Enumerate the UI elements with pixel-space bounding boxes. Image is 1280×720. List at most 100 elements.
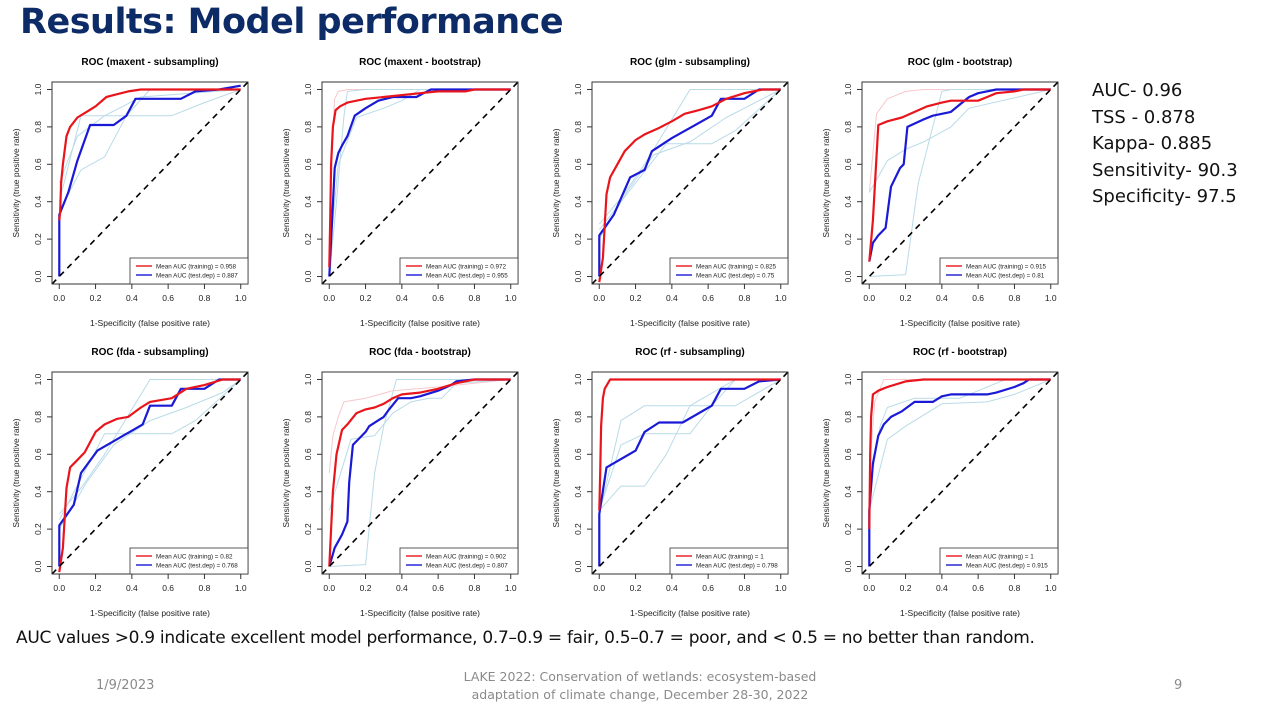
x-tick-label: 0.8 [1009, 293, 1021, 303]
legend-entry: Mean AUC (training) = 0.82 [156, 554, 233, 561]
chart-title: ROC (rf - bootstrap) [913, 347, 1007, 358]
x-tick-label: 0.4 [936, 583, 948, 593]
resample-roc-line [598, 89, 782, 231]
plot-frame [591, 371, 789, 575]
footer-conference-line-1: LAKE 2022: Conservation of wetlands: eco… [463, 669, 817, 684]
x-tick-label: 0.4 [396, 293, 408, 303]
y-axis-label: Sensitivity (true positive rate) [551, 418, 561, 527]
chart-legend: Mean AUC (training) = 0.915 Mean AUC (tes… [939, 257, 1059, 285]
legend-box [129, 257, 249, 285]
footer-conference-line-2: adaptation of climate change, December 2… [471, 687, 809, 702]
legend-entry: Mean AUC (training) = 1 [966, 554, 1034, 561]
x-tick-label: 0.2 [630, 293, 642, 303]
x-tick-label: 0.8 [199, 583, 211, 593]
x-tick-label: 0.4 [126, 293, 138, 303]
training-roc-line [58, 378, 241, 573]
chart-title: ROC (glm - bootstrap) [908, 57, 1012, 68]
y-tick-label: 0.2 [33, 523, 43, 535]
slide-title: Results: Model performance [20, 2, 564, 42]
test-roc-line [868, 88, 1051, 262]
legend-entry: Mean AUC (training) = 0.958 [156, 264, 236, 271]
random-diagonal-line [861, 371, 1059, 575]
x-axis-label: 1-Specificity (false positive rate) [360, 608, 480, 618]
resample-roc-line [598, 379, 781, 511]
y-tick-label: 0.8 [573, 411, 583, 423]
random-diagonal-line [861, 81, 1059, 285]
x-tick-label: 1.0 [1045, 293, 1057, 303]
y-tick-label: 0.4 [303, 486, 313, 498]
random-diagonal-line [51, 81, 249, 285]
x-axis-label: 1-Specificity (false positive rate) [90, 608, 210, 618]
legend-entry: Mean AUC (test.dep) = 0.807 [426, 563, 508, 570]
roc-chart-1: ROC (maxent - subsampling) 0.0 0.2 0.4 0.6 0.… [11, 57, 249, 328]
x-tick-label: 0.6 [162, 583, 174, 593]
resample-roc-line [58, 89, 241, 202]
y-tick-label: 0.4 [303, 196, 313, 208]
x-tick-label: 0.8 [739, 583, 751, 593]
legend-entry: Mean AUC (training) = 1 [696, 554, 764, 561]
legend-entry: Mean AUC (test.dep) = 0.887 [156, 273, 238, 280]
resample-roc-line [329, 379, 511, 567]
chart-title: ROC (maxent - subsampling) [81, 57, 218, 68]
y-tick-label: 0.6 [843, 448, 853, 460]
training-roc-line [598, 88, 781, 283]
x-tick-label: 0.6 [162, 293, 174, 303]
resample-roc-line [598, 89, 781, 240]
test-roc-line [58, 84, 241, 277]
legend-entry: Mean AUC (test.dep) = 0.915 [966, 563, 1048, 570]
x-axis-label: 1-Specificity (false positive rate) [900, 318, 1020, 328]
training-roc-line [868, 378, 1051, 530]
legend-box [939, 547, 1059, 575]
training-roc-line [328, 88, 511, 268]
y-tick-label: 0.4 [33, 196, 43, 208]
resample-roc-line [58, 89, 241, 212]
y-tick-label: 0.6 [303, 158, 313, 170]
resample-roc-line [58, 89, 241, 184]
roc-chart-3: ROC (glm - subsampling) 0.0 0.2 0.4 0.6 0.8 1.… [551, 57, 789, 328]
training-roc-line [598, 378, 781, 511]
legend-box [669, 547, 789, 575]
legend-box [399, 257, 519, 285]
y-tick-label: 0.0 [843, 270, 853, 282]
footer-date: 1/9/2023 [96, 678, 155, 693]
y-tick-label: 0.8 [843, 411, 853, 423]
chart-legend: Mean AUC (training) = 1 Mean AUC (test.de… [939, 547, 1059, 575]
y-tick-label: 0.4 [33, 486, 43, 498]
x-tick-label: 0.0 [593, 293, 605, 303]
y-tick-label: 0.6 [303, 448, 313, 460]
training-roc-line [868, 88, 1051, 262]
x-tick-label: 0.6 [702, 293, 714, 303]
chart-title: ROC (fda - bootstrap) [369, 347, 471, 358]
auc-interpretation-note: AUC values >0.9 indicate excellent model… [16, 628, 1035, 648]
y-tick-label: 0.8 [33, 121, 43, 133]
y-tick-label: 0.0 [303, 270, 313, 282]
plot-frame [51, 81, 249, 285]
x-tick-label: 0.2 [90, 583, 102, 593]
y-tick-label: 1.0 [573, 373, 583, 385]
x-tick-label: 0.6 [972, 293, 984, 303]
test-roc-line [868, 378, 1051, 567]
roc-chart-8: ROC (rf - bootstrap) 0.0 0.2 0.4 0.6 0.8 1.0 0.… [821, 347, 1059, 618]
y-axis-label: Sensitivity (true positive rate) [281, 418, 291, 527]
metrics-panel: AUC- 0.96 TSS - 0.878 Kappa- 0.885 Sensi… [1092, 78, 1238, 211]
metric-auc: AUC- 0.96 [1092, 80, 1183, 101]
chart-title: ROC (glm - subsampling) [630, 57, 750, 68]
resample-roc-line [868, 89, 1051, 193]
metric-sensitivity: Sensitivity- 90.3 [1092, 159, 1238, 181]
legend-entry: Mean AUC (training) = 0.902 [426, 554, 506, 561]
resample-roc-line [868, 379, 1051, 511]
random-diagonal-line [591, 81, 789, 285]
x-tick-label: 0.2 [360, 293, 372, 303]
x-tick-label: 0.0 [593, 583, 605, 593]
metric-kappa: Kappa- 0.885 [1092, 133, 1213, 154]
y-tick-label: 0.4 [843, 486, 853, 498]
chart-title: ROC (maxent - bootstrap) [359, 57, 481, 68]
y-tick-label: 0.2 [33, 233, 43, 245]
x-tick-label: 0.2 [900, 583, 912, 593]
roc-chart-6: ROC (fda - bootstrap) 0.0 0.2 0.4 0.6 0.8 1.0 0… [281, 347, 519, 618]
y-tick-label: 0.8 [573, 121, 583, 133]
roc-chart-5: ROC (fda - subsampling) 0.0 0.2 0.4 0.6 0.8 1.… [11, 347, 249, 618]
resample-roc-line [328, 379, 511, 474]
y-tick-label: 0.0 [33, 270, 43, 282]
resample-roc-line [598, 89, 781, 225]
